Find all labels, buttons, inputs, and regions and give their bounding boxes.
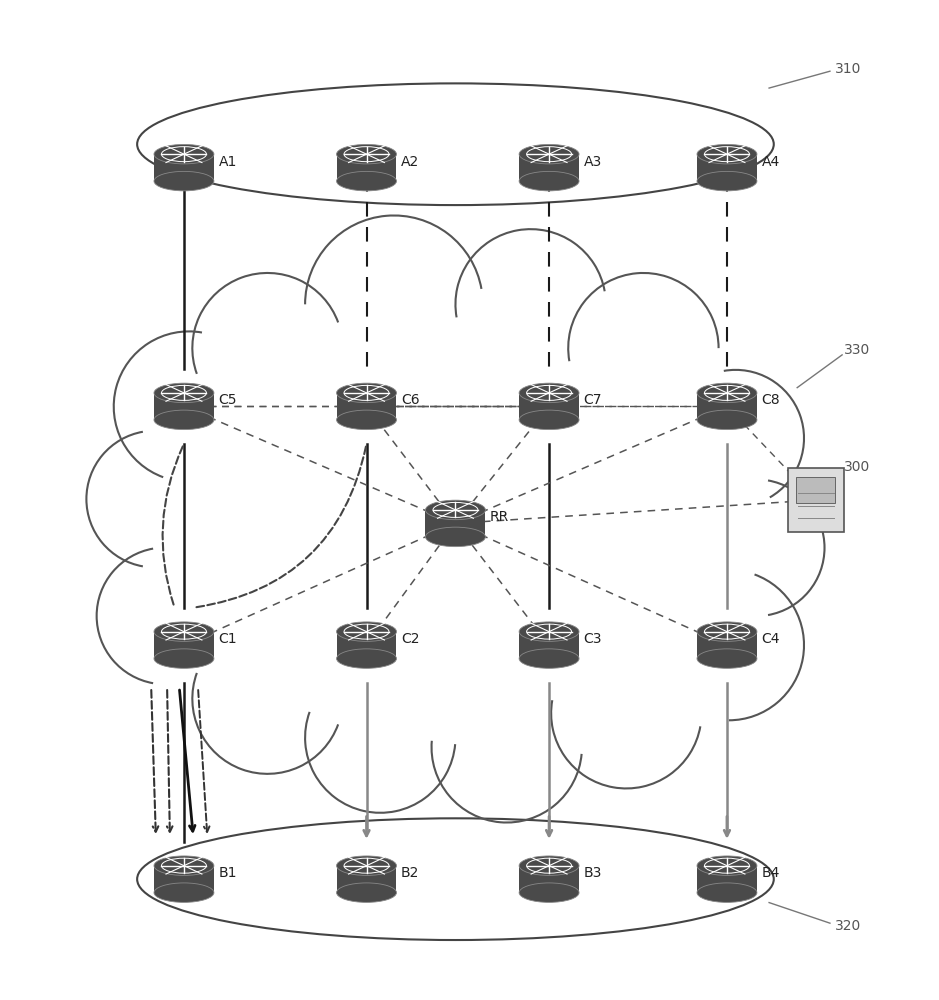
Ellipse shape: [336, 856, 396, 875]
Ellipse shape: [519, 649, 579, 668]
Ellipse shape: [697, 383, 757, 403]
Text: C3: C3: [583, 632, 602, 646]
FancyArrowPatch shape: [162, 446, 183, 605]
Ellipse shape: [697, 144, 757, 164]
FancyBboxPatch shape: [154, 154, 214, 181]
Ellipse shape: [697, 856, 757, 875]
FancyBboxPatch shape: [697, 632, 757, 659]
Ellipse shape: [336, 144, 396, 164]
Ellipse shape: [697, 622, 757, 641]
Text: C2: C2: [401, 632, 420, 646]
Text: A2: A2: [401, 155, 419, 169]
Text: C1: C1: [219, 632, 237, 646]
Ellipse shape: [154, 383, 214, 403]
Ellipse shape: [519, 383, 579, 403]
Ellipse shape: [154, 622, 214, 641]
Ellipse shape: [425, 527, 485, 547]
Text: 320: 320: [835, 919, 861, 933]
Text: B4: B4: [762, 866, 779, 880]
Ellipse shape: [519, 856, 579, 875]
FancyBboxPatch shape: [697, 866, 757, 893]
Text: RR: RR: [490, 510, 509, 524]
Ellipse shape: [336, 171, 396, 191]
FancyBboxPatch shape: [697, 393, 757, 420]
FancyBboxPatch shape: [796, 477, 836, 503]
Ellipse shape: [336, 383, 396, 403]
Ellipse shape: [697, 410, 757, 430]
Ellipse shape: [697, 649, 757, 668]
FancyBboxPatch shape: [336, 393, 396, 420]
Ellipse shape: [154, 856, 214, 875]
FancyBboxPatch shape: [425, 510, 485, 537]
Ellipse shape: [697, 171, 757, 191]
FancyBboxPatch shape: [519, 866, 579, 893]
FancyBboxPatch shape: [336, 154, 396, 181]
Text: A3: A3: [583, 155, 602, 169]
Ellipse shape: [425, 500, 485, 520]
Ellipse shape: [519, 883, 579, 902]
Text: A1: A1: [219, 155, 237, 169]
FancyBboxPatch shape: [154, 632, 214, 659]
Ellipse shape: [154, 883, 214, 902]
FancyBboxPatch shape: [519, 393, 579, 420]
Ellipse shape: [154, 649, 214, 668]
FancyArrowPatch shape: [196, 447, 366, 607]
FancyBboxPatch shape: [519, 632, 579, 659]
Ellipse shape: [336, 622, 396, 641]
Ellipse shape: [519, 410, 579, 430]
FancyBboxPatch shape: [154, 393, 214, 420]
Text: A4: A4: [762, 155, 779, 169]
Ellipse shape: [519, 144, 579, 164]
Ellipse shape: [336, 410, 396, 430]
FancyBboxPatch shape: [336, 866, 396, 893]
Ellipse shape: [697, 883, 757, 902]
Text: C7: C7: [583, 393, 602, 407]
Text: 310: 310: [835, 62, 861, 76]
FancyBboxPatch shape: [336, 632, 396, 659]
Ellipse shape: [154, 144, 214, 164]
Ellipse shape: [336, 883, 396, 902]
Ellipse shape: [519, 622, 579, 641]
FancyBboxPatch shape: [154, 866, 214, 893]
Ellipse shape: [336, 649, 396, 668]
Text: 330: 330: [844, 343, 870, 357]
FancyBboxPatch shape: [519, 154, 579, 181]
Text: C8: C8: [762, 393, 780, 407]
Ellipse shape: [154, 410, 214, 430]
Text: C5: C5: [219, 393, 237, 407]
FancyBboxPatch shape: [697, 154, 757, 181]
Text: C4: C4: [762, 632, 780, 646]
Text: B1: B1: [219, 866, 237, 880]
Text: B3: B3: [583, 866, 602, 880]
Ellipse shape: [154, 171, 214, 191]
Ellipse shape: [519, 171, 579, 191]
Text: C6: C6: [401, 393, 420, 407]
Text: B2: B2: [401, 866, 420, 880]
FancyBboxPatch shape: [788, 468, 843, 532]
Text: 300: 300: [844, 460, 870, 474]
